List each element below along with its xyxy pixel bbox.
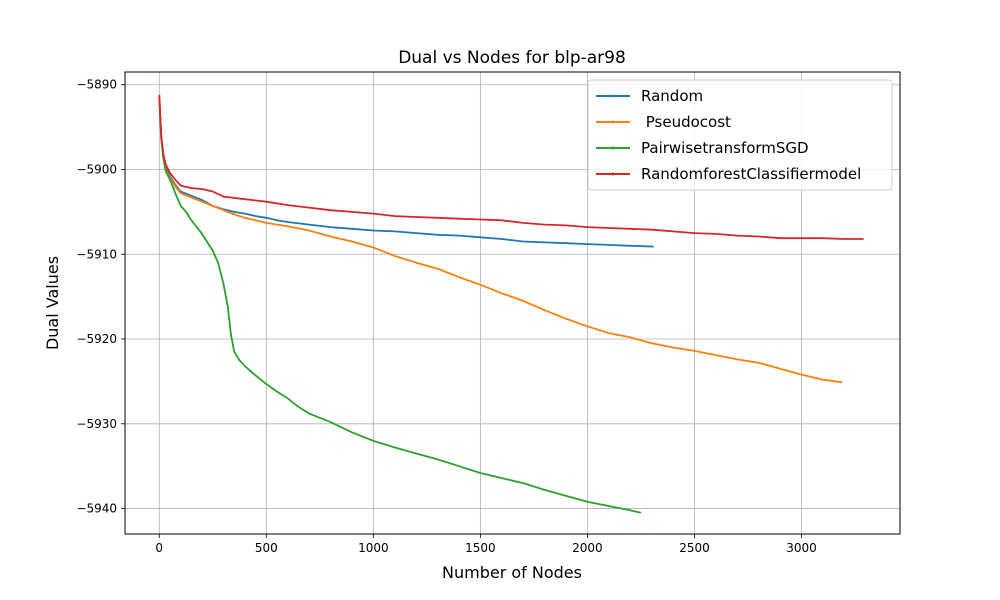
- legend-label: Pseudocost: [641, 113, 731, 131]
- legend-marker: [611, 120, 615, 124]
- legend-marker: [611, 146, 615, 150]
- x-tick-label: 1500: [465, 541, 496, 555]
- x-tick-label: 500: [255, 541, 278, 555]
- y-tick-label: −5940: [76, 502, 117, 516]
- series-lines: [158, 94, 864, 514]
- series-line-randomforestclassifiermodel: [158, 94, 864, 240]
- legend-marker: [611, 172, 615, 176]
- legend-label: RandomforestClassifiermodel: [641, 165, 861, 183]
- x-tick-label: 3000: [786, 541, 817, 555]
- plot-area-frame: [124, 71, 901, 535]
- x-axis-title: Number of Nodes: [442, 563, 582, 582]
- y-axis-title: Dual Values: [43, 256, 62, 350]
- legend-label: PairwisetransformSGD: [641, 139, 809, 157]
- legend-box: [587, 79, 893, 191]
- grid: [125, 72, 900, 534]
- y-tick-label: −5920: [76, 332, 117, 346]
- y-tick-label: −5900: [76, 162, 117, 176]
- y-tick-label: −5890: [76, 78, 117, 92]
- x-tick-label: 0: [155, 541, 163, 555]
- y-tick-label: −5910: [76, 247, 117, 261]
- legend-marker: [611, 94, 615, 98]
- chart-title: Dual vs Nodes for blp-ar98: [398, 48, 626, 68]
- x-tick-label: 1000: [358, 541, 389, 555]
- series-line-random: [158, 97, 654, 248]
- axis-ticks: 0 500 1000 1500 2000 2500 3000 −5890 −5900 −5910 −…: [76, 78, 816, 555]
- x-tick-label: 2000: [572, 541, 603, 555]
- x-tick-label: 2500: [679, 541, 710, 555]
- legend-label: Random: [641, 87, 703, 105]
- series-line-pairwisetransformsgd: [158, 97, 642, 514]
- y-tick-label: −5930: [76, 417, 117, 431]
- legend: Random Pseudocost PairwisetransformSGD Ran…: [587, 79, 893, 191]
- series-line-pseudocost: [158, 97, 843, 384]
